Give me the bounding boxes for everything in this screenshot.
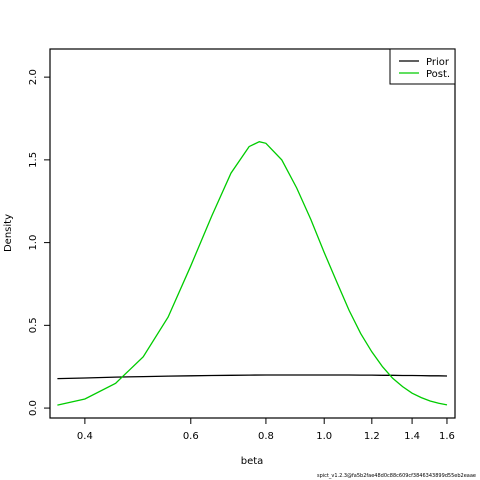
- y-tick-label: 0.5: [28, 317, 39, 333]
- x-tick-label: 1.2: [364, 431, 380, 442]
- legend-label-prior: Prior: [426, 57, 450, 68]
- y-axis-label: Density: [3, 214, 14, 252]
- y-axis: 0.0 0.5 1.0 1.5 2.0: [28, 69, 51, 416]
- x-tick-label: 1.6: [439, 431, 455, 442]
- x-tick-label: 1.0: [316, 431, 332, 442]
- y-tick-label: 1.5: [28, 152, 39, 168]
- curves-layer: [57, 141, 448, 406]
- plot-frame: [49, 48, 456, 419]
- version-footnote: spict_v1.2.3@fa5b2fae48d0c88c609cf384634…: [317, 473, 476, 479]
- legend-label-post: Post.: [426, 69, 450, 80]
- x-axis: 0.4 0.6 0.8 1.0 1.2 1.4 1.6: [77, 417, 455, 442]
- x-tick-label: 0.4: [77, 431, 93, 442]
- y-tick-label: 1.0: [28, 235, 39, 251]
- y-tick-label: 2.0: [28, 69, 39, 85]
- x-tick-label: 0.8: [258, 431, 274, 442]
- series-line-1: [57, 141, 448, 406]
- x-tick-label: 0.6: [183, 431, 199, 442]
- y-tick-label: 0.0: [28, 400, 39, 416]
- legend: Prior Post.: [389, 48, 456, 85]
- legend-box: [389, 48, 456, 85]
- series-line-0: [57, 374, 448, 380]
- x-axis-label: beta: [241, 456, 264, 467]
- x-tick-label: 1.4: [404, 431, 420, 442]
